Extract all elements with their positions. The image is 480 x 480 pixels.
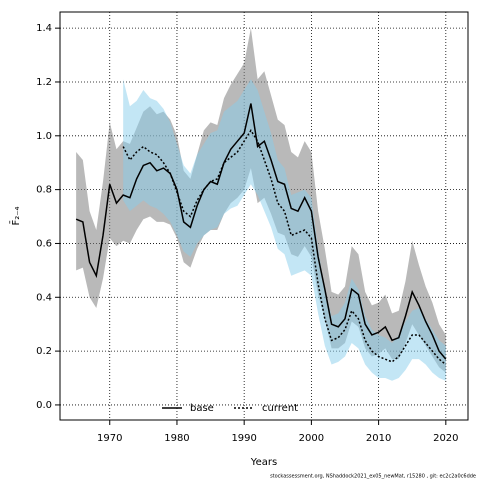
y-tick-label: 0.2 bbox=[36, 346, 52, 357]
x-tick-label: 2020 bbox=[433, 433, 458, 444]
series-line bbox=[122, 129, 447, 366]
x-tick-label: 2000 bbox=[299, 433, 324, 444]
y-tick-label: 1.4 bbox=[36, 23, 52, 34]
x-axis-label: Years bbox=[250, 457, 277, 468]
series-line bbox=[75, 103, 447, 360]
legend-label: base bbox=[190, 403, 214, 414]
y-tick-label: 1.0 bbox=[36, 131, 52, 142]
y-axis-label: F̄₂₋₄ bbox=[9, 206, 22, 225]
y-tick-label: 0.6 bbox=[36, 238, 52, 249]
legend-label: current bbox=[262, 403, 298, 414]
x-tick-label: 1970 bbox=[97, 433, 122, 444]
confidence-band bbox=[123, 79, 446, 381]
y-tick-label: 0.0 bbox=[36, 400, 52, 411]
plot-frame bbox=[59, 11, 469, 421]
y-tick-label: 1.2 bbox=[36, 77, 52, 88]
y-tick-label: 0.8 bbox=[36, 185, 52, 196]
footnote: stockassessment.org, NShaddock2021_ex05_… bbox=[270, 474, 476, 480]
x-tick-label: 1990 bbox=[231, 433, 256, 444]
x-tick-label: 1980 bbox=[164, 433, 189, 444]
x-tick-label: 2010 bbox=[366, 433, 391, 444]
y-tick-label: 0.4 bbox=[36, 292, 52, 303]
